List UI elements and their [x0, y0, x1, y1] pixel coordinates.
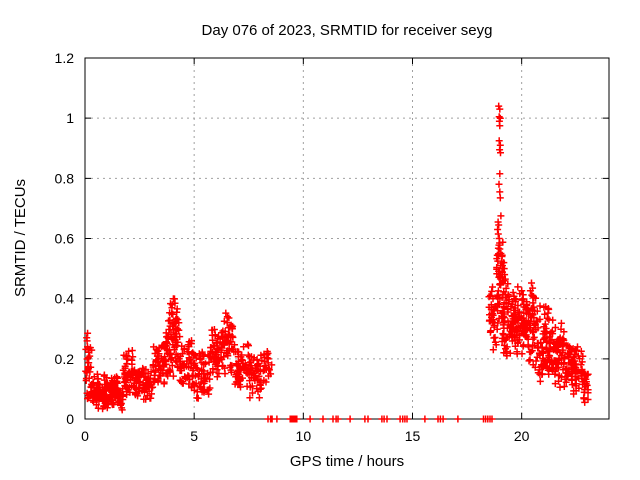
x-axis-label: GPS time / hours — [290, 453, 404, 470]
x-tick-label-10: 10 — [296, 428, 312, 444]
y-tick-label-0.2: 0.2 — [55, 351, 75, 367]
axis-ticks — [84, 57, 609, 420]
x-tick-labels: 0 5 10 15 20 — [81, 428, 530, 444]
y-tick-label-0.4: 0.4 — [55, 291, 75, 307]
chart-title: Day 076 of 2023, SRMTID for receiver sey… — [202, 22, 493, 39]
y-tick-label-0.6: 0.6 — [55, 231, 75, 247]
grid-path — [85, 58, 609, 419]
y-tick-label-1: 1 — [66, 110, 74, 126]
y-tick-label-1.2: 1.2 — [55, 50, 75, 66]
y-tick-label-0.8: 0.8 — [55, 170, 75, 186]
x-tick-label-5: 5 — [190, 428, 198, 444]
x-tick-label-0: 0 — [81, 428, 89, 444]
x-tick-label-20: 20 — [514, 428, 530, 444]
y-tick-labels: 0 0.2 0.4 0.6 0.8 1 1.2 — [55, 50, 75, 427]
grid-lines — [85, 58, 609, 419]
y-tick-label-0: 0 — [66, 411, 74, 427]
scatter-points — [82, 102, 592, 414]
tick-marks — [84, 57, 609, 420]
y-axis-label: SRMTID / TECUs — [12, 179, 29, 297]
zero-line-points — [264, 415, 496, 423]
x-tick-label-15: 15 — [405, 428, 421, 444]
